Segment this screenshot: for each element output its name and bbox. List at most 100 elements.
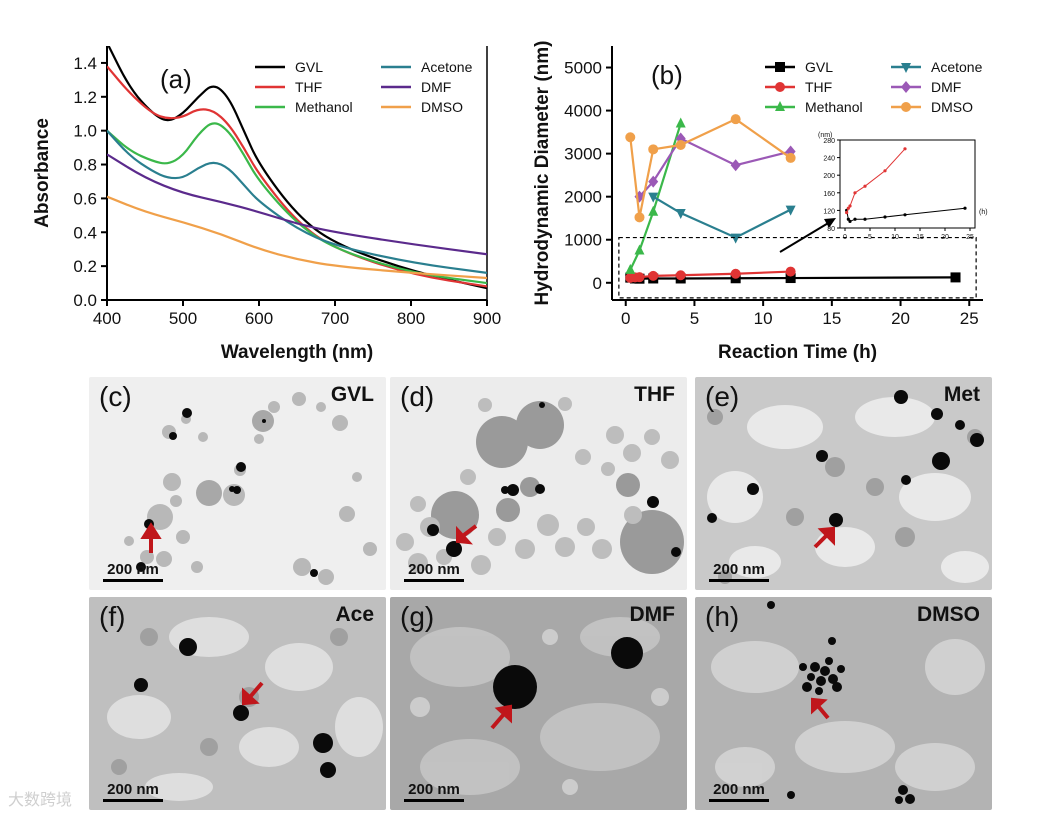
panel-label-e: (e)	[705, 381, 740, 412]
tem-panel-dmso: (h) DMSO 200 nm	[695, 597, 992, 810]
data-point	[950, 272, 961, 283]
data-point	[901, 81, 911, 93]
data-point	[625, 263, 636, 274]
x-tick-label: 15	[822, 309, 841, 328]
inset-y-label: (nm)	[818, 132, 832, 139]
panel-name-methanol: Met	[943, 383, 980, 406]
data-point	[634, 244, 645, 255]
panel-label-c: (c)	[99, 381, 132, 412]
inset-point	[903, 213, 907, 217]
y-axis-label: Absorbance	[32, 118, 53, 228]
data-point	[648, 144, 659, 155]
scale-text: 200 nm	[713, 781, 765, 798]
panel-name-acetone: Ace	[335, 603, 374, 626]
chart-a: 400 500 600 700 800 900 0.0 0.2 0.4 0.6 0.8 1.0 1.2 1…	[32, 46, 501, 363]
y-tick-label: 1.4	[73, 54, 97, 73]
chart-b: 0 5 10 15 20 25010002000300040005000Reaction …	[532, 40, 983, 363]
scale-text: 200 nm	[107, 781, 159, 798]
tem-panel-methanol: (e) Met 200 nm	[695, 377, 992, 590]
legend-label: Acetone	[931, 59, 983, 75]
inset-point	[848, 219, 852, 223]
inset-point	[845, 211, 849, 215]
panel-name-dmso: DMSO	[917, 603, 980, 626]
data-point	[730, 159, 741, 172]
panel-label-d: (d)	[400, 381, 435, 412]
panel-name-gvl: GVL	[330, 383, 374, 406]
scale-bar-f: 200 nm	[103, 781, 163, 802]
inset-y-tick-label: 160	[823, 191, 835, 198]
inset-y-tick-label: 120	[823, 208, 835, 215]
y-tick-label: 1.2	[73, 88, 97, 107]
watermark: 大数跨境	[8, 792, 73, 809]
data-point	[775, 82, 785, 92]
scale-text: 200 nm	[713, 561, 765, 578]
legend-label: THF	[805, 79, 832, 95]
data-point	[675, 140, 686, 151]
nanoparticles	[707, 390, 984, 527]
tem-panel-dmf: (g) DMF 200 nm	[390, 597, 687, 810]
y-tick-label: 0.4	[73, 223, 97, 242]
inset-point	[863, 217, 867, 221]
data-point	[634, 272, 645, 283]
scale-text: 200 nm	[408, 781, 460, 798]
inset-point	[848, 204, 852, 208]
y-tick-label: 1.0	[73, 122, 97, 141]
tem-image-dmso	[711, 601, 985, 804]
y-tick-label: 0.0	[73, 291, 97, 310]
tem-image-acetone	[107, 617, 383, 801]
scale-bar-e: 200 nm	[709, 561, 769, 582]
data-point	[901, 63, 911, 73]
zoom-arrow-head	[824, 218, 836, 228]
inset-point	[846, 206, 850, 210]
zoom-box	[618, 236, 977, 299]
data-point	[648, 270, 659, 281]
data-point	[648, 192, 659, 203]
legend-label: Acetone	[421, 59, 473, 75]
data-point	[648, 175, 659, 188]
y-tick-label: 0.8	[73, 156, 97, 175]
inset-x-tick-label: 0	[843, 234, 847, 241]
scale-bar-h: 200 nm	[709, 781, 769, 802]
legend-label: Methanol	[295, 99, 353, 115]
nanoparticles	[427, 402, 681, 557]
y-tick-label: 2000	[564, 188, 602, 207]
inset-point	[853, 217, 857, 221]
nanoparticles	[767, 601, 915, 804]
inset-point	[883, 215, 887, 219]
series-line-gvl	[107, 46, 487, 290]
nanoparticles	[134, 638, 336, 778]
inset-y-tick-label: 280	[823, 138, 835, 145]
legend-label: GVL	[295, 59, 323, 75]
panel-label-f: (f)	[99, 601, 126, 632]
data-point	[785, 152, 796, 163]
tem-panel-thf: (d) THF 200 nm	[390, 377, 687, 590]
data-point	[675, 117, 686, 128]
x-tick-label: 800	[397, 309, 425, 328]
data-point	[730, 114, 741, 125]
data-point	[785, 273, 796, 284]
x-tick-label: 700	[321, 309, 349, 328]
legend-label: DMF	[421, 79, 451, 95]
panel-label: (b)	[651, 60, 683, 90]
data-point	[675, 209, 686, 220]
legend-label: DMF	[931, 79, 961, 95]
legend-label: THF	[295, 79, 322, 95]
inset-point	[883, 169, 887, 173]
x-tick-label: 10	[754, 309, 773, 328]
series-line-methanol	[629, 123, 682, 271]
tem-image-dmf	[410, 617, 669, 795]
inset-frame	[839, 139, 976, 229]
inset-point	[903, 147, 907, 151]
legend-label: DMSO	[421, 99, 463, 115]
data-point	[648, 205, 659, 216]
y-tick-label: 0	[593, 274, 602, 293]
inset-y-tick-label: 240	[823, 156, 835, 163]
inset-x-tick-label: 15	[916, 234, 924, 241]
y-axis-label: Hydrodynamic Diameter (nm)	[532, 40, 553, 305]
inset-point	[853, 191, 857, 195]
x-axis-label: Wavelength (nm)	[221, 342, 373, 363]
panel-name-thf: THF	[634, 383, 675, 406]
panel-label-h: (h)	[705, 601, 740, 632]
x-tick-label: 25	[960, 309, 979, 328]
x-tick-label: 900	[473, 309, 501, 328]
